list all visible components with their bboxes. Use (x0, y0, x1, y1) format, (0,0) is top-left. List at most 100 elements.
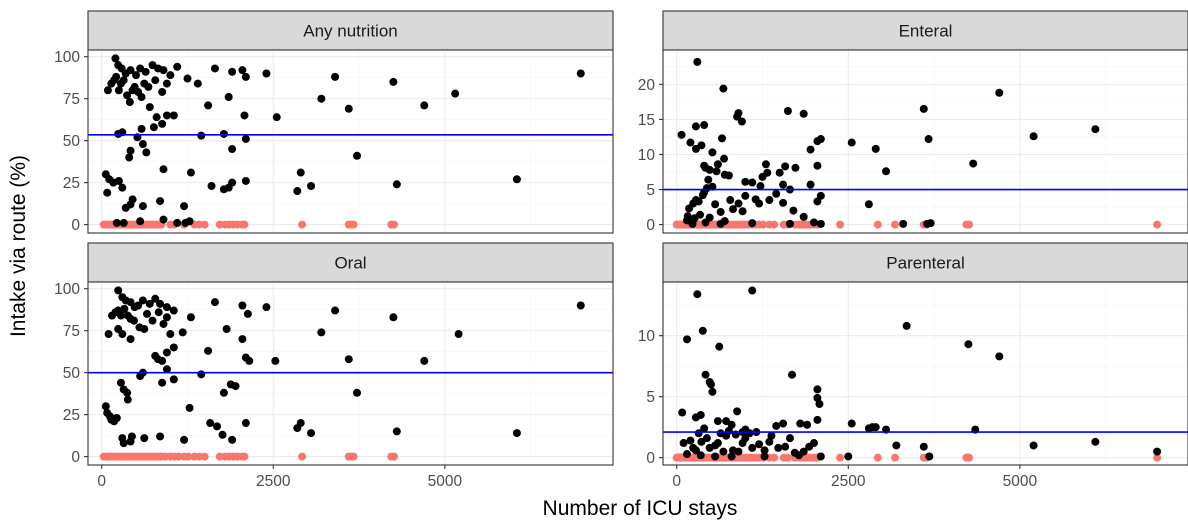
data-point (392, 427, 401, 436)
data-point (331, 72, 340, 81)
data-point (353, 151, 362, 160)
data-point (713, 417, 722, 426)
data-point (140, 325, 149, 334)
data-point (719, 447, 728, 456)
data-point (307, 181, 316, 190)
data-point (262, 303, 271, 312)
data-point (169, 375, 178, 384)
data-point (137, 93, 146, 102)
data-point (1153, 447, 1162, 456)
data-point (180, 435, 189, 444)
data-point (774, 443, 783, 452)
data-point (729, 205, 737, 214)
data-point (158, 378, 167, 387)
x-tick-label: 5000 (428, 473, 463, 490)
data-point-zero (965, 453, 974, 462)
data-point-zero (1153, 220, 1162, 229)
data-point (156, 432, 165, 441)
data-point (123, 91, 132, 100)
data-point (758, 172, 767, 181)
data-point (964, 340, 973, 349)
data-point (262, 69, 271, 78)
strip-enteral (662, 10, 1188, 51)
data-point (716, 219, 725, 228)
data-point-zero (770, 220, 779, 229)
data-point (803, 420, 812, 429)
data-point-zero (184, 452, 193, 461)
data-point (713, 439, 722, 448)
data-point (162, 111, 171, 120)
data-point (144, 82, 153, 91)
data-point (779, 180, 788, 189)
y-tick-label: 5 (646, 182, 655, 199)
data-point (969, 159, 978, 168)
data-point (806, 180, 815, 189)
data-point (245, 356, 254, 365)
data-point (145, 299, 154, 308)
data-point (136, 372, 145, 381)
data-point (679, 439, 688, 448)
data-point (677, 130, 686, 139)
y-tick-label: 75 (63, 91, 80, 108)
y-tick-label: 0 (646, 450, 655, 467)
data-point (166, 71, 175, 80)
data-point (705, 165, 714, 174)
data-point (136, 217, 145, 226)
data-point (159, 66, 168, 75)
data-point (238, 335, 247, 344)
data-point (143, 309, 152, 318)
data-point (693, 57, 702, 66)
data-point-zero (890, 453, 899, 462)
data-point (882, 167, 891, 176)
data-point (737, 117, 746, 126)
data-point (126, 335, 135, 344)
data-point (696, 410, 705, 419)
data-point (162, 365, 171, 374)
x-tick-label: 5000 (1003, 473, 1038, 490)
data-point (197, 370, 206, 379)
data-point (193, 79, 202, 88)
data-point (296, 168, 305, 177)
y-tick-label: 75 (63, 323, 80, 340)
y-tick-label: 5 (646, 389, 655, 406)
data-point (720, 154, 729, 163)
data-point (158, 356, 167, 365)
data-point (708, 387, 717, 396)
x-tick-label: 0 (97, 473, 106, 490)
data-point (151, 294, 160, 303)
data-point (173, 62, 182, 71)
y-tick-label: 100 (54, 281, 80, 298)
data-point (796, 419, 805, 428)
data-point (228, 435, 237, 444)
data-point (767, 431, 776, 440)
data-point (748, 219, 757, 228)
data-point (816, 135, 825, 144)
data-point (785, 219, 794, 228)
data-point (705, 213, 714, 222)
data-point (718, 134, 727, 143)
data-point (241, 419, 250, 428)
data-point (317, 328, 326, 337)
data-point (995, 88, 1004, 97)
strip-label-any-nutrition: Any nutrition (303, 22, 398, 41)
data-point (702, 434, 711, 443)
data-point (240, 111, 249, 120)
data-point (207, 181, 216, 190)
data-point (847, 419, 856, 428)
data-point (178, 328, 187, 337)
data-point (112, 413, 121, 422)
data-point (783, 107, 792, 115)
data-point (331, 306, 340, 315)
data-point (125, 98, 134, 107)
data-point (806, 145, 815, 154)
y-tick-label: 50 (63, 133, 81, 150)
data-point (995, 352, 1004, 361)
y-tick-label: 15 (638, 112, 655, 129)
data-point (772, 189, 781, 198)
data-point (241, 176, 250, 185)
data-point (919, 442, 928, 451)
data-point (169, 306, 178, 315)
data-point (159, 165, 168, 174)
data-point (128, 195, 137, 204)
data-point (902, 321, 911, 330)
